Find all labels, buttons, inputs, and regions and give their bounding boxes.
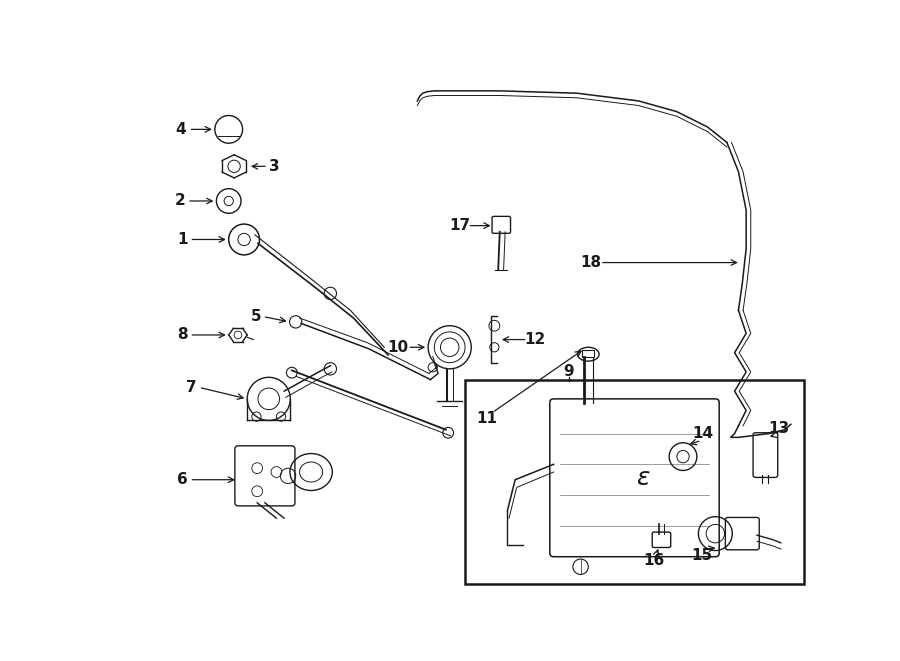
Bar	[582, 350, 595, 356]
Text: 9: 9	[563, 364, 574, 379]
Text: 8: 8	[177, 327, 188, 342]
Text: 18: 18	[580, 255, 601, 270]
Text: 1: 1	[177, 232, 188, 247]
Text: 17: 17	[449, 218, 471, 233]
Text: 4: 4	[175, 122, 185, 137]
Text: 13: 13	[768, 420, 789, 436]
Text: 2: 2	[175, 194, 185, 208]
Text: 7: 7	[186, 380, 197, 395]
Text: 15: 15	[691, 548, 712, 563]
Text: 11: 11	[476, 410, 497, 426]
Bar	[465, 379, 804, 584]
Text: 14: 14	[692, 426, 714, 441]
Text: 5: 5	[250, 309, 261, 324]
Text: 6: 6	[177, 472, 188, 487]
Text: 3: 3	[269, 159, 280, 174]
Text: 16: 16	[644, 553, 664, 568]
Text: ε: ε	[635, 466, 649, 490]
Text: 12: 12	[525, 332, 545, 347]
Text: 10: 10	[388, 340, 409, 355]
